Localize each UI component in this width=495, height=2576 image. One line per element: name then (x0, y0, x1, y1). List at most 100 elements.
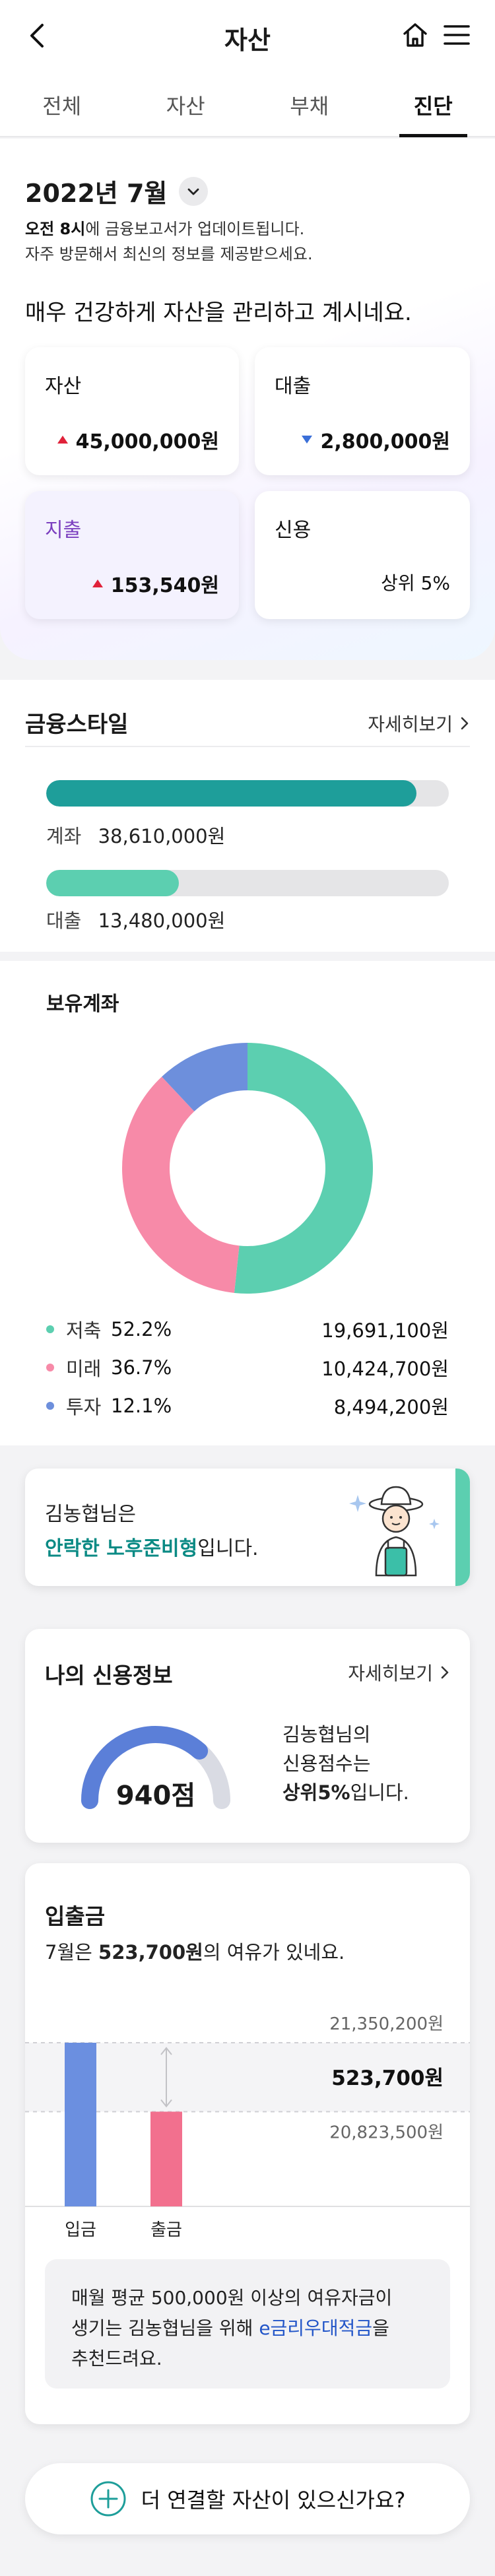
legend-dot (46, 1325, 54, 1333)
farmer-illustration-icon (349, 1486, 440, 1577)
credit-desc-line1: 김농협님의 (282, 1723, 371, 1746)
expense-value-label: 20,823,500원 (329, 2123, 444, 2142)
credit-desc-line2: 신용점수는 (282, 1752, 371, 1775)
arrow-head-up (160, 2047, 172, 2055)
legend-dot (46, 1402, 54, 1410)
month-selector[interactable]: 2022년 7월 (25, 173, 209, 209)
account-bar-label: 계좌 38,610,000원 (46, 821, 225, 849)
loan-amount: 2,800,000원 (320, 430, 450, 453)
summary-prefix: 7월은 (45, 1941, 99, 1964)
note-line2-suffix: 을 (372, 2317, 389, 2339)
legend-amount: 10,424,700원 (321, 1358, 449, 1380)
credit-card-title: 신용 (275, 519, 312, 542)
donut-slice-3 (162, 1043, 248, 1111)
chevron-right-icon (461, 717, 469, 730)
section-gap (0, 952, 495, 961)
banner-line1: 김농협님은 (45, 1503, 136, 1526)
loan-label: 대출 (46, 909, 82, 932)
category-label: 출금 (150, 2220, 182, 2239)
account-amount: 38,610,000원 (98, 825, 226, 847)
legend-percent: 12.1% (111, 1395, 172, 1417)
note-line1: 매월 평균 500,000원 이상의 여유자금이 (71, 2287, 393, 2309)
home-icon (403, 23, 427, 47)
credit-score-gauge (81, 1726, 230, 1809)
legend-name: 저축 (66, 1319, 102, 1342)
income-value-label: 21,350,200원 (329, 2014, 444, 2034)
month-label: 2022년 7월 (25, 179, 168, 208)
banner-line2: 안락한 노후준비형입니다. (45, 1532, 259, 1561)
legend-name: 미래 (66, 1358, 102, 1380)
holdings-donut-chart (121, 1043, 373, 1294)
donut-slice-2 (121, 1076, 240, 1293)
home-button[interactable] (401, 21, 429, 49)
credit-desc-rest: 입니다. (350, 1781, 409, 1804)
loan-card-title: 대출 (275, 375, 312, 398)
legend-percent: 36.7% (111, 1356, 172, 1379)
chevron-left-icon (30, 24, 44, 48)
note-line2-prefix: 생기는 김농협님을 위해 (71, 2317, 259, 2339)
difference-band (25, 2043, 470, 2112)
update-notice-rest: 에 금융보고서가 업데이트됩니다. (85, 220, 305, 238)
legend-row: 저축 52.2% 19,691,100원 (46, 1316, 449, 1342)
financial-style-more-link[interactable]: 자세히보기 (368, 710, 470, 737)
credit-desc-bold: 상위5% (282, 1781, 350, 1804)
note-line3: 추천드려요. (71, 2348, 162, 2369)
legend-amount: 19,691,100원 (321, 1319, 449, 1342)
loan-bar-fill (46, 870, 180, 896)
chevron-down-icon (187, 188, 199, 195)
credit-info-title: 나의 신용정보 (45, 1663, 173, 1688)
trend-down-icon (302, 436, 313, 444)
cash-flow-card: 입출금 7월은 523,700원의 여유가 있네요. 입금 출금 21,350,20… (25, 1863, 470, 2424)
tab-all[interactable]: 전체 (42, 94, 82, 119)
recommendation-note: 매월 평균 500,000원 이상의 여유자금이 생기는 김농협님을 위해 e금… (45, 2259, 450, 2389)
loan-amount-style: 13,480,000원 (98, 909, 226, 932)
arrow-head-down (160, 2099, 172, 2108)
divider (25, 746, 470, 747)
loan-bar-label: 대출 13,480,000원 (46, 906, 225, 933)
tab-liabilities[interactable]: 부채 (290, 94, 329, 119)
credit-info-more-link[interactable]: 자세히보기 (348, 1659, 450, 1686)
summary-amount: 523,700원 (98, 1941, 203, 1964)
account-label: 계좌 (46, 825, 82, 847)
legend-percent: 52.2% (111, 1318, 172, 1340)
hamburger-menu-icon (444, 25, 470, 45)
legend-row: 미래 36.7% 10,424,700원 (46, 1354, 449, 1381)
diagnosis-summary: 2022년 7월 오전 8시에 금융보고서가 업데이트됩니다. 자주 방문해서 … (0, 139, 495, 660)
asset-card-title: 자산 (45, 375, 82, 398)
donut-slice-1 (234, 1043, 373, 1294)
bar-income (65, 2043, 96, 2206)
connect-more-assets-button[interactable]: 더 연결할 자산이 있으신가요? (25, 2463, 470, 2534)
update-notice: 오전 8시에 금융보고서가 업데이트됩니다. 자주 방문해서 최신의 정보를 제… (25, 216, 313, 267)
loan-card-value: 2,800,000원 (302, 425, 450, 454)
menu-button[interactable] (442, 21, 471, 49)
financial-style-title: 금융스타일 (25, 711, 129, 738)
more-label: 자세히보기 (348, 1663, 433, 1684)
expense-card[interactable]: 지출 153,540원 (25, 491, 239, 619)
back-button[interactable] (22, 20, 54, 51)
credit-info-card: 나의 신용정보 자세히보기 940점 김농협님의 신용점수는 상위5%입니다. (25, 1629, 470, 1843)
asset-card[interactable]: 자산 45,000,000원 (25, 347, 239, 475)
legend-name: 투자 (66, 1396, 102, 1418)
credit-card-summary[interactable]: 신용 상위 5% (255, 491, 470, 619)
month-dropdown-button[interactable] (179, 176, 209, 206)
tab-diagnosis[interactable]: 진단 (372, 74, 495, 137)
asset-card-value: 45,000,000원 (57, 425, 219, 454)
tab-assets[interactable]: 자산 (166, 94, 205, 119)
difference-value-label: 523,700원 (331, 2066, 444, 2090)
loan-card[interactable]: 대출 2,800,000원 (255, 347, 470, 475)
account-bar-fill (46, 780, 417, 807)
savings-product-link[interactable]: e금리우대적금 (259, 2317, 373, 2339)
update-notice-line2: 자주 방문해서 최신의 정보를 제공받으세요. (25, 245, 313, 263)
credit-card-value: 상위 5% (381, 569, 450, 595)
trend-up-icon (92, 579, 103, 587)
cash-flow-title: 입출금 (45, 1903, 106, 1929)
legend-amount: 8,494,200원 (333, 1396, 449, 1418)
chevron-right-icon (441, 1666, 449, 1679)
asset-amount: 45,000,000원 (75, 430, 219, 453)
page-title: 자산 (224, 26, 271, 55)
trend-up-icon (57, 436, 68, 444)
financial-style-section: 금융스타일 자세히보기 계좌 38,610,000원 대출 13,480,000… (0, 680, 495, 1445)
banner-highlight: 안락한 노후준비형 (45, 1537, 198, 1560)
retirement-type-banner[interactable]: 김농협님은 안락한 노후준비형입니다. (25, 1469, 470, 1586)
